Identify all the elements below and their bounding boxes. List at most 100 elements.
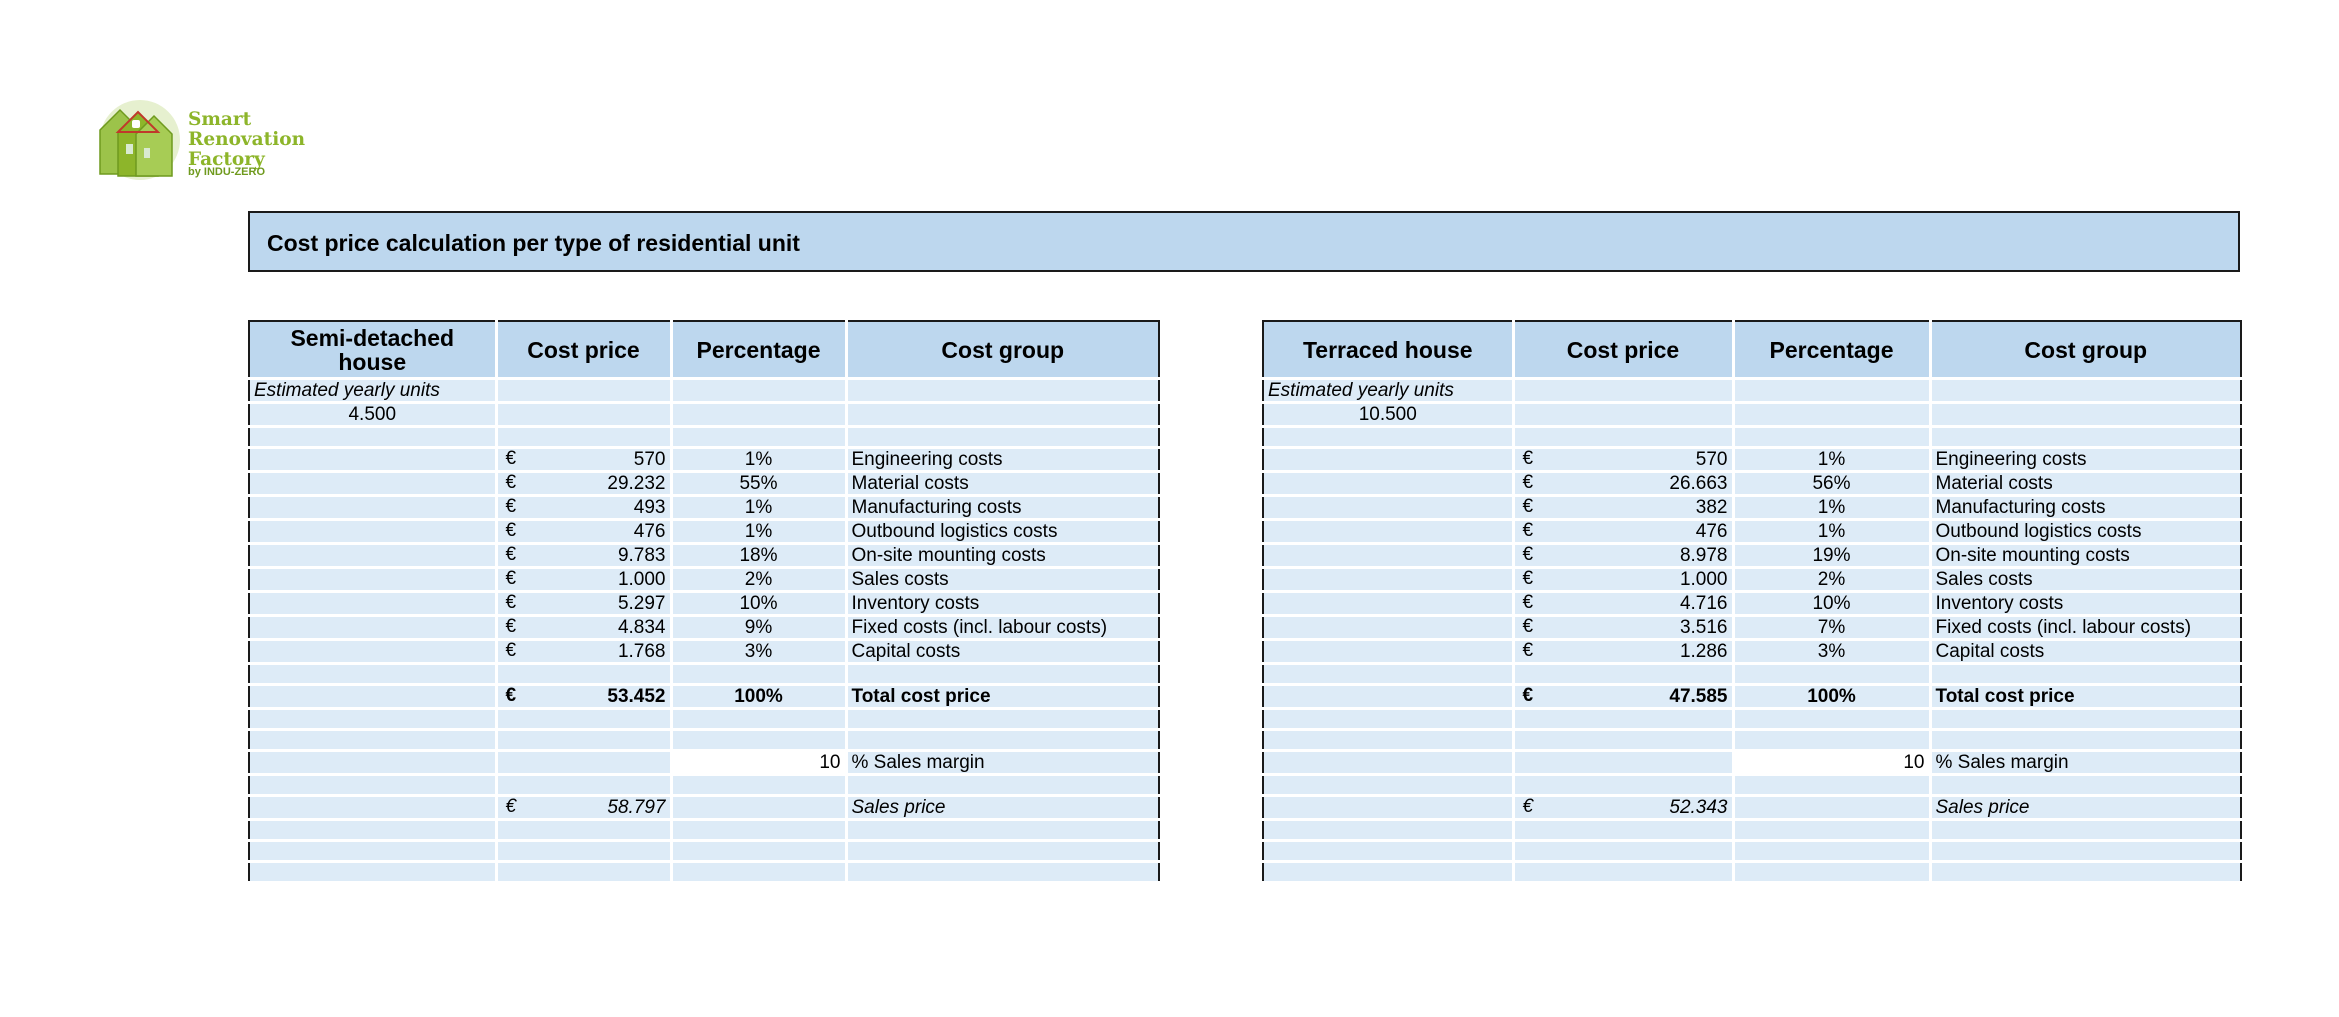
cost-group: Material costs [1930, 471, 2241, 497]
table-row: €4.716 10% Inventory costs [1263, 591, 2241, 617]
cost-percentage: 3% [671, 639, 848, 665]
cost-amount: 382 [1695, 496, 1728, 518]
cost-percentage: 1% [1733, 495, 1932, 521]
header-percentage: Percentage [1733, 321, 1932, 380]
estimated-label-row: Estimated yearly units [249, 378, 1159, 404]
cost-group: Material costs [846, 471, 1159, 497]
cost-amount: 1.286 [1679, 640, 1728, 662]
total-amount: 53.452 [607, 685, 666, 707]
estimated-units-row: 10.500 [1263, 402, 2241, 428]
cost-percentage: 18% [671, 543, 848, 569]
currency-symbol: € [505, 568, 517, 589]
cost-rows: €570 1% Engineering costs €26.663 56% Materia… [1263, 447, 2241, 665]
cost-group: On-site mounting costs [1930, 543, 2241, 569]
header-cost-group: Cost group [846, 321, 1159, 380]
cost-amount: 493 [633, 496, 666, 518]
sales-margin-input[interactable]: 10 [671, 750, 848, 776]
cost-group: Engineering costs [1930, 447, 2241, 473]
currency-symbol: € [505, 592, 517, 613]
cost-percentage: 55% [671, 471, 848, 497]
cost-group: Inventory costs [846, 591, 1159, 617]
table-row: €9.783 18% On-site mounting costs [249, 543, 1159, 569]
currency-symbol: € [505, 520, 517, 541]
cost-group: Sales costs [1930, 567, 2241, 593]
sales-price-row: €52.343 Sales price [1263, 795, 2241, 821]
table-row: €8.978 19% On-site mounting costs [1263, 543, 2241, 569]
table-row: €476 1% Outbound logistics costs [1263, 519, 2241, 545]
cost-percentage: 19% [1733, 543, 1932, 569]
estimated-label-row: Estimated yearly units [1263, 378, 2241, 404]
currency-symbol: € [505, 472, 517, 493]
header-house-type: Semi-detached house [249, 321, 498, 380]
currency-symbol: € [505, 448, 517, 469]
cost-group: Capital costs [1930, 639, 2241, 665]
cost-percentage: 7% [1733, 615, 1932, 641]
currency-symbol: € [505, 496, 517, 517]
cost-group: Sales costs [846, 567, 1159, 593]
currency-symbol: € [505, 544, 517, 565]
cost-amount: 4.716 [1679, 592, 1728, 614]
title-bar: Cost price calculation per type of resid… [248, 211, 2240, 272]
currency-symbol: € [505, 685, 517, 706]
currency-symbol: € [1522, 568, 1534, 589]
estimated-label: Estimated yearly units [249, 378, 498, 404]
header-house-type: Terraced house [1263, 321, 1515, 380]
table-row: €1.286 3% Capital costs [1263, 639, 2241, 665]
sales-margin-input[interactable]: 10 [1733, 750, 1932, 776]
header-cost-price: Cost price [496, 321, 673, 380]
cost-group: Manufacturing costs [846, 495, 1159, 521]
cost-amount: 1.000 [617, 568, 666, 590]
cost-amount: 570 [1695, 448, 1728, 470]
cost-percentage: 2% [1733, 567, 1932, 593]
cost-amount: 4.834 [617, 616, 666, 638]
table-row: €5.297 10% Inventory costs [249, 591, 1159, 617]
cost-percentage: 2% [671, 567, 848, 593]
sales-price-label: Sales price [1930, 795, 2241, 821]
estimated-units: 4.500 [249, 402, 498, 428]
cost-amount: 1.000 [1679, 568, 1728, 590]
page-title: Cost price calculation per type of resid… [267, 230, 800, 256]
currency-symbol: € [505, 616, 517, 637]
sales-margin-label: % Sales margin [846, 750, 1159, 776]
cost-group: Manufacturing costs [1930, 495, 2241, 521]
cost-percentage: 1% [1733, 519, 1932, 545]
logo: Smart Renovation Factory by INDU-ZERO [96, 100, 316, 186]
logo-name: Smart Renovation Factory [188, 109, 306, 170]
table-row: €476 1% Outbound logistics costs [249, 519, 1159, 545]
table-row: €3.516 7% Fixed costs (incl. labour costs) [1263, 615, 2241, 641]
table-row: €1.000 2% Sales costs [249, 567, 1159, 593]
cost-percentage: 10% [1733, 591, 1932, 617]
table-row: €4.834 9% Fixed costs (incl. labour costs) [249, 615, 1159, 641]
total-percentage: 100% [1733, 684, 1932, 710]
cost-group: Engineering costs [846, 447, 1159, 473]
cost-group: Outbound logistics costs [1930, 519, 2241, 545]
table-header: Semi-detached house Cost price Percentag… [249, 321, 1159, 380]
cost-percentage: 1% [671, 519, 848, 545]
cost-percentage: 1% [671, 495, 848, 521]
house-logo-icon [99, 100, 180, 180]
estimated-units: 10.500 [1263, 402, 1515, 428]
cost-amount: 1.768 [617, 640, 666, 662]
cost-amount: 9.783 [617, 544, 666, 566]
cost-group: On-site mounting costs [846, 543, 1159, 569]
cost-percentage: 9% [671, 615, 848, 641]
currency-symbol: € [1522, 544, 1534, 565]
table-row: €493 1% Manufacturing costs [249, 495, 1159, 521]
table-row: €570 1% Engineering costs [1263, 447, 2241, 473]
cost-amount: 5.297 [617, 592, 666, 614]
total-row: €47.585 100% Total cost price [1263, 684, 2241, 710]
margin-row: 10 % Sales margin [249, 750, 1159, 776]
total-label: Total cost price [846, 684, 1159, 710]
currency-symbol: € [505, 796, 517, 817]
cost-amount: 29.232 [607, 472, 666, 494]
cost-table-semi-detached: Semi-detached house Cost price Percentag… [248, 320, 1160, 884]
estimated-units-row: 4.500 [249, 402, 1159, 428]
sales-price-label: Sales price [846, 795, 1159, 821]
table-row: €1.768 3% Capital costs [249, 639, 1159, 665]
cost-percentage: 3% [1733, 639, 1932, 665]
cost-amount: 3.516 [1679, 616, 1728, 638]
currency-symbol: € [1522, 796, 1534, 817]
header-cost-price: Cost price [1513, 321, 1735, 380]
sales-price-amount: 52.343 [1669, 796, 1728, 818]
currency-symbol: € [1522, 448, 1534, 469]
